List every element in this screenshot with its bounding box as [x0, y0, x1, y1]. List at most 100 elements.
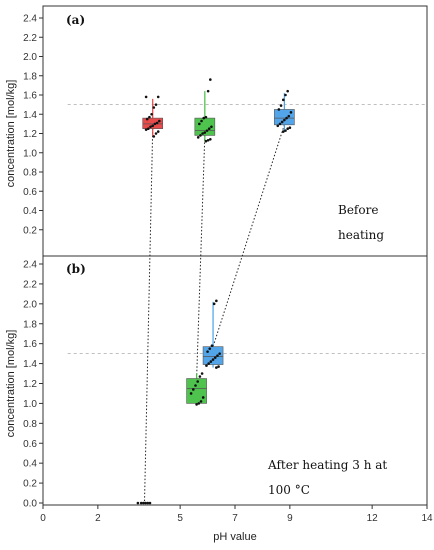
data-point	[203, 131, 207, 134]
data-point	[205, 364, 208, 367]
data-point	[212, 302, 216, 306]
box-plots	[136, 78, 295, 505]
y-tick-label: 0.8	[23, 168, 37, 179]
box	[202, 346, 224, 365]
data-point	[148, 115, 151, 119]
data-point	[139, 501, 143, 505]
x-tick-label: 5	[177, 513, 183, 524]
data-point	[281, 98, 285, 102]
data-point	[152, 135, 156, 138]
data-point	[201, 396, 205, 399]
data-point	[286, 127, 289, 130]
data-point	[209, 137, 212, 141]
data-point	[283, 118, 286, 122]
x-tick-label: 12	[367, 513, 379, 524]
data-point	[281, 130, 285, 133]
data-point	[211, 358, 215, 361]
data-point	[144, 128, 148, 131]
data-point	[155, 121, 159, 125]
y-tick-label: 1.8	[23, 319, 37, 330]
data-point	[156, 95, 160, 99]
data-point	[277, 108, 281, 111]
y-tick-label: 0.6	[23, 439, 37, 450]
data-point	[207, 127, 211, 130]
y-tick-label: 1.2	[23, 129, 37, 140]
data-point	[289, 111, 293, 114]
data-point	[284, 129, 287, 132]
data-point	[198, 122, 201, 126]
data-point	[284, 93, 287, 97]
data-point	[196, 380, 199, 383]
data-point	[276, 124, 280, 128]
data-point	[154, 103, 158, 106]
panel-note-line: 100 °C	[268, 483, 310, 497]
data-point	[210, 344, 214, 347]
y-tick-label: 0.2	[23, 225, 37, 236]
data-point	[215, 299, 218, 303]
data-point	[148, 501, 152, 505]
transition-lines	[143, 124, 285, 504]
data-point	[199, 134, 202, 137]
data-point	[194, 384, 197, 387]
data-point	[280, 120, 284, 124]
data-point	[199, 400, 203, 403]
data-point	[279, 104, 283, 107]
data-point	[158, 119, 161, 123]
y-tick-label: 1.6	[23, 91, 37, 102]
data-point	[200, 372, 204, 375]
box	[274, 109, 295, 126]
transition-line	[196, 135, 206, 379]
panel-note-line: heating	[338, 228, 384, 242]
data-point	[278, 122, 282, 126]
data-point	[288, 126, 292, 130]
y-tick-label: 2.2	[23, 33, 37, 44]
y-tick-label: 2.0	[23, 299, 37, 310]
data-point	[146, 501, 150, 505]
y-tick-label: 1.0	[23, 399, 37, 410]
axes: 0.2 0.4 0.6 0.8 1.0 1.2 1.4 1.6 1.8 2.0 2.2 2.4 conc…	[5, 14, 433, 544]
y-tick-label: 2.4	[23, 14, 37, 25]
y-tick-label: 2.2	[23, 279, 37, 290]
panel-label: (b)	[66, 262, 86, 276]
y-tick-label: 1.4	[23, 110, 37, 121]
y-tick-label: 2.0	[23, 52, 37, 63]
data-point	[136, 501, 140, 505]
data-point	[156, 130, 160, 133]
data-point	[218, 352, 221, 355]
box-group	[274, 89, 295, 133]
data-point	[206, 89, 210, 93]
data-point	[208, 347, 212, 350]
data-point	[287, 114, 291, 118]
y-tick-label: 1.8	[23, 71, 37, 82]
data-point	[209, 78, 212, 81]
box-group	[136, 501, 152, 505]
data-point	[198, 375, 202, 378]
y-axis-title: concentration [mol/kg]	[5, 80, 17, 188]
data-point	[205, 129, 209, 132]
y-tick-label: 0.4	[23, 206, 37, 217]
data-point	[204, 115, 208, 119]
data-point	[286, 89, 289, 93]
data-point	[200, 119, 203, 123]
x-tick-label: 2	[95, 513, 101, 524]
data-point	[149, 125, 152, 129]
data-point	[204, 139, 208, 143]
data-point	[144, 95, 148, 99]
transition-line	[212, 124, 285, 347]
data-point	[152, 106, 156, 109]
x-tick-label: 0	[40, 513, 46, 524]
data-point	[207, 362, 210, 365]
y-tick-label: 0.8	[23, 419, 37, 430]
data-point	[151, 124, 155, 128]
y-tick-label: 1.4	[23, 359, 37, 370]
panel-labels: (a) Before heating (b) After heating 3 h at 1…	[66, 13, 387, 497]
data-point	[142, 501, 145, 505]
data-point	[192, 388, 195, 391]
data-point	[213, 356, 217, 359]
data-point	[210, 125, 213, 129]
y-tick-label: 1.2	[23, 379, 37, 390]
panel-note-line: Before	[338, 203, 378, 217]
data-point	[150, 112, 153, 116]
data-point	[285, 116, 288, 120]
data-point	[209, 360, 213, 363]
